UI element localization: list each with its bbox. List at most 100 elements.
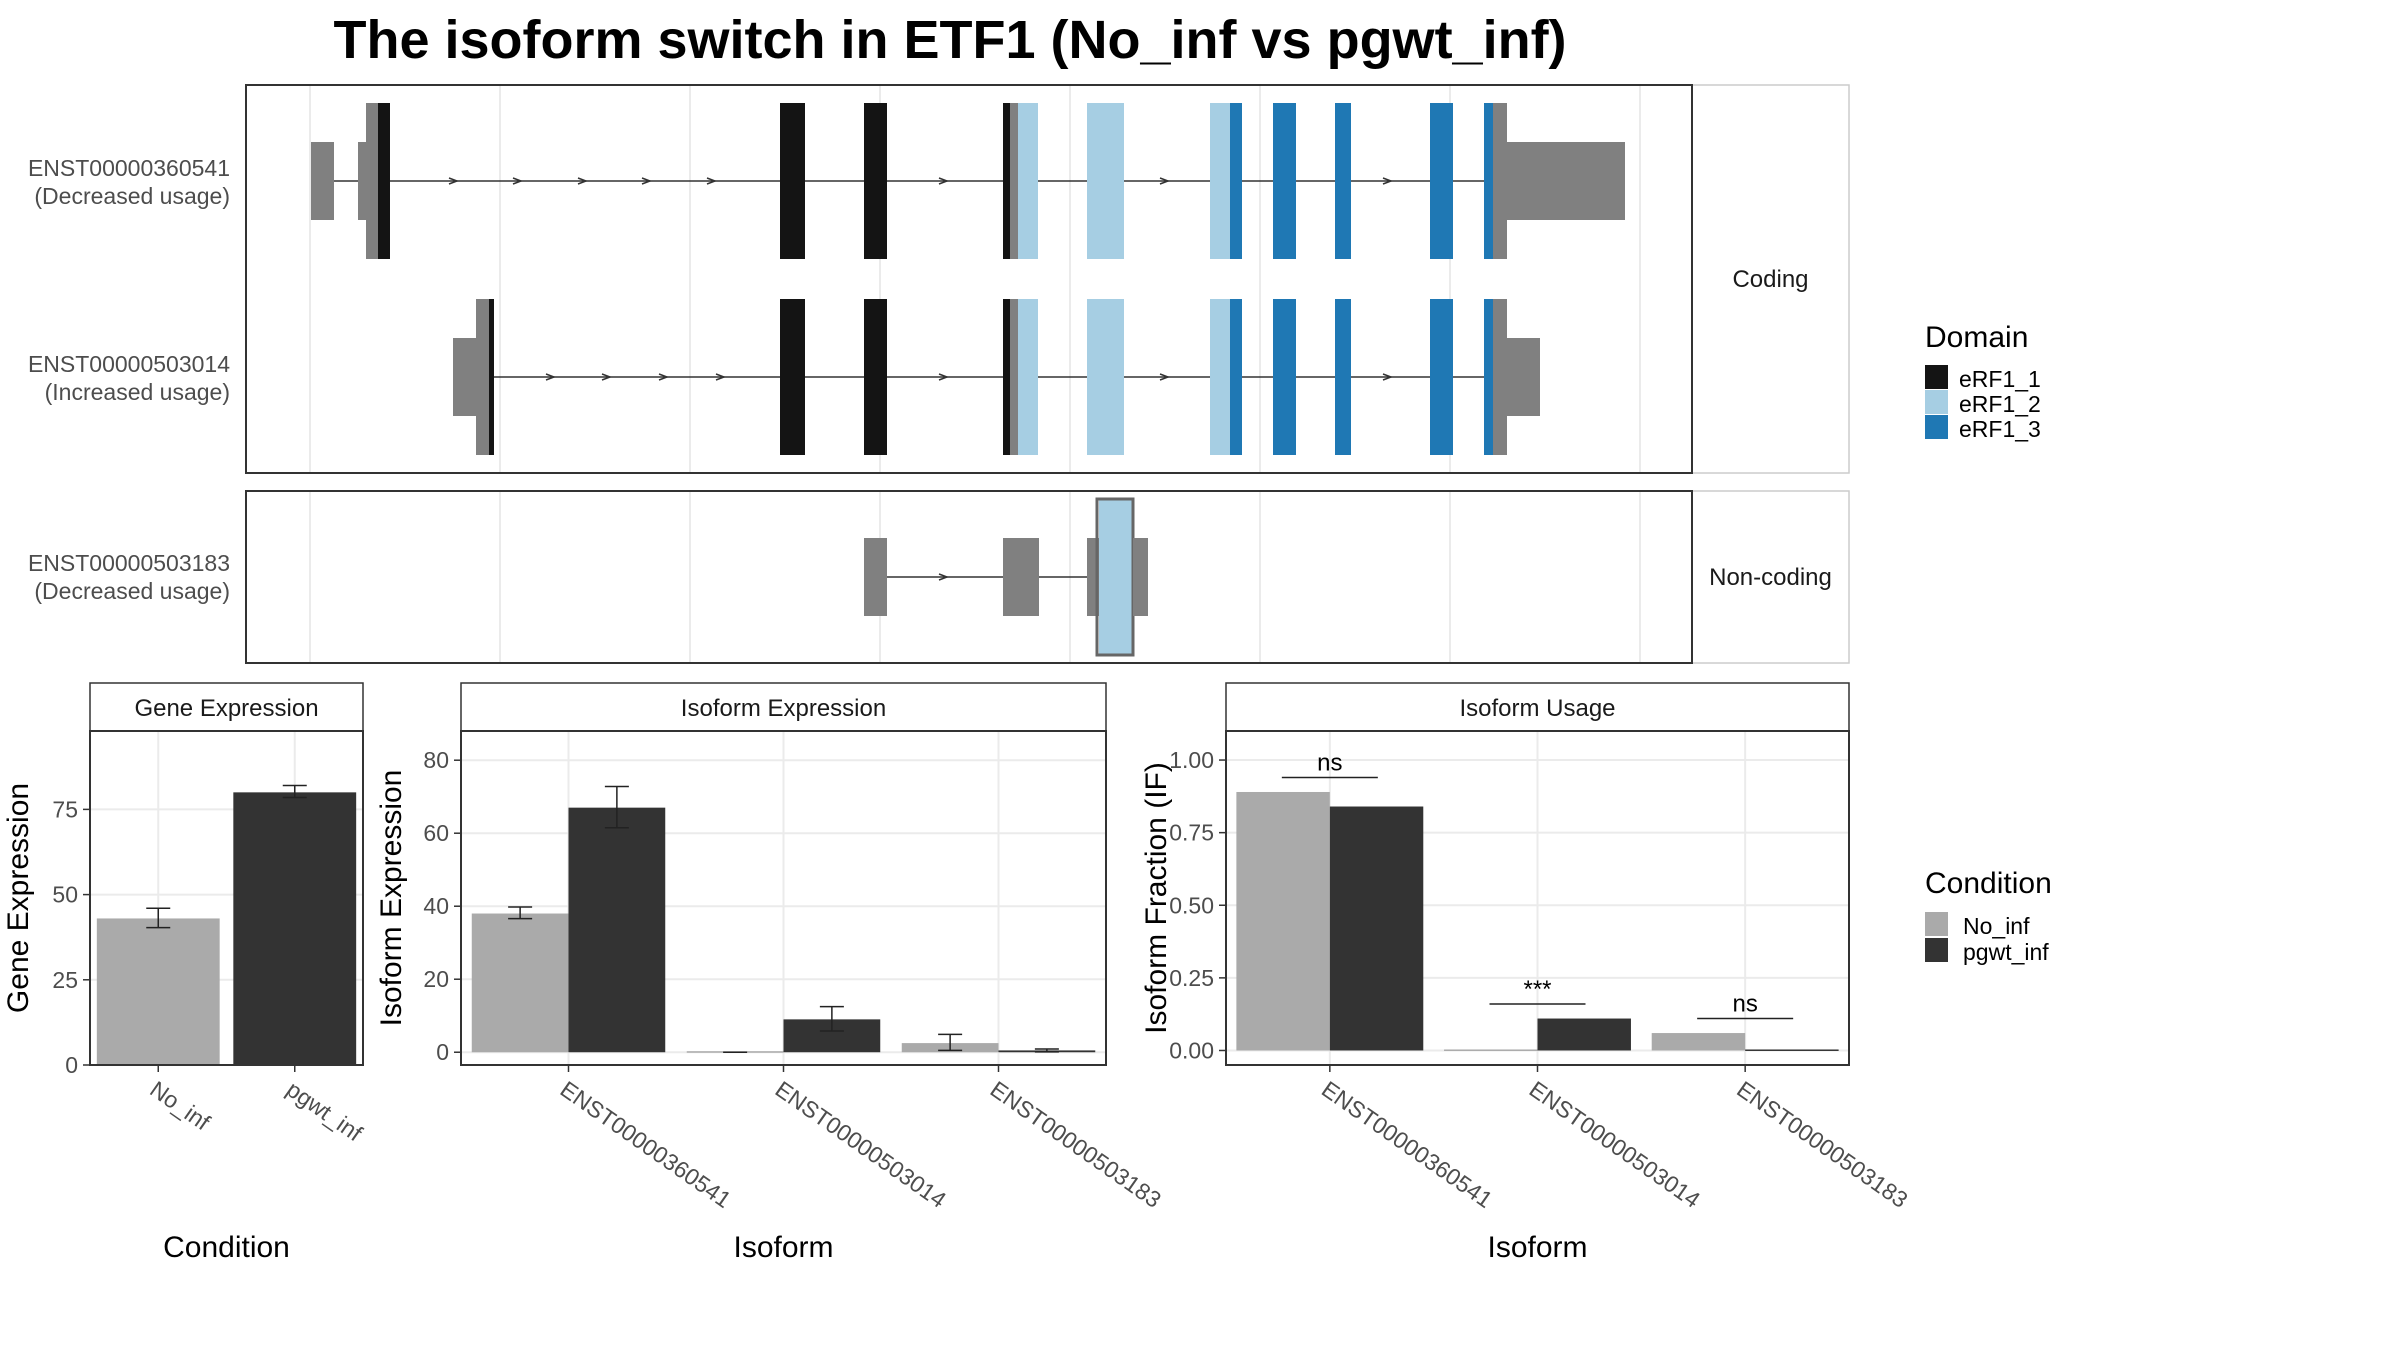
bar-panel-isoform-usage: Isoform Usage 0.00 0.25 0.50 0.75 1.00 ns *** ns… — [1140, 682, 1913, 1264]
bar-pgwt_inf — [233, 792, 357, 1065]
error-bar — [146, 907, 171, 929]
isoform-structure-panels: CodingNon-codingENST00000360541(Decrease… — [28, 84, 1850, 664]
y-tick-label: 40 — [423, 893, 449, 919]
domain-exon-eRF1_1 — [489, 299, 494, 455]
error-bar — [1034, 1048, 1059, 1053]
panel-strip-label: Isoform Usage — [1459, 695, 1615, 722]
intron-direction-arrow — [1159, 177, 1171, 185]
domain-exon-eRF1_2 — [1087, 103, 1124, 259]
utr-exon — [476, 299, 490, 455]
domain-exon-eRF1_1 — [378, 103, 390, 259]
domain-exon-eRF1_1 — [780, 103, 805, 259]
intron-direction-arrow — [938, 573, 950, 581]
domain-exon-eRF1_3 — [1430, 103, 1453, 259]
x-tick-label: ENST00000360541 — [1317, 1076, 1497, 1213]
y-tick-label: 0.00 — [1169, 1037, 1214, 1063]
domain-exon-eRF1_1 — [864, 299, 887, 455]
utr-exon — [1507, 142, 1625, 220]
y-tick-label: 0 — [65, 1052, 78, 1078]
x-tick-label: ENST00000360541 — [556, 1076, 736, 1213]
intron-direction-arrow — [1382, 373, 1394, 381]
intron-direction-arrow — [641, 177, 653, 185]
domain-exon-eRF1_1 — [780, 299, 805, 455]
legend-label-erf1-2: eRF1_2 — [1959, 391, 2041, 417]
domain-exon-eRF1_3 — [1430, 299, 1453, 455]
isoform-id-label: ENST00000360541 — [28, 155, 230, 181]
significance-label: *** — [1523, 976, 1551, 1003]
y-tick-label: 75 — [52, 796, 78, 822]
utr-exon — [366, 103, 378, 259]
y-tick-label: 25 — [52, 967, 78, 993]
intron-direction-arrow — [601, 373, 613, 381]
utr-exon — [311, 142, 334, 220]
legend-label-erf1-3: eRF1_3 — [1959, 416, 2041, 442]
intron-direction-arrow — [938, 373, 950, 381]
intron-direction-arrow — [715, 373, 727, 381]
figure-title: The isoform switch in ETF1 (No_inf vs pg… — [333, 10, 1566, 70]
isoform-track-ENST00000503183: ENST00000503183(Decreased usage) — [28, 497, 1148, 657]
intron-direction-arrow — [658, 373, 670, 381]
bar-pgwt_inf-ENST00000503014 — [1537, 1018, 1631, 1051]
isoform-track-ENST00000503014: ENST00000503014(Increased usage) — [28, 299, 1540, 455]
panel-strip — [1691, 84, 1850, 474]
x-tick-label: ENST00000503183 — [1732, 1076, 1912, 1213]
panel-strip-label: Gene Expression — [134, 695, 318, 722]
domain-exon-utr — [1010, 299, 1018, 455]
y-tick-label: 60 — [423, 820, 449, 846]
domain-exon-eRF1_2 — [1210, 299, 1230, 455]
y-tick-label: 1.00 — [1169, 747, 1214, 773]
x-axis-title: Isoform — [733, 1231, 833, 1264]
structure-panel-noncoding: Non-coding — [246, 490, 1850, 664]
panel-strip-label: Non-coding — [1709, 564, 1832, 591]
x-tick-label: ENST00000503014 — [771, 1076, 952, 1213]
y-tick-label: 0.25 — [1169, 965, 1214, 991]
intron-direction-arrow — [1382, 177, 1394, 185]
domain-exon-eRF1_2 — [1018, 299, 1038, 455]
utr-exon — [1507, 338, 1540, 416]
bar-pgwt_inf-ENST00000360541 — [1329, 806, 1424, 1051]
utr-exon — [358, 142, 366, 220]
error-bar — [819, 1005, 844, 1032]
error-bar — [508, 906, 533, 920]
condition-legend-title: Condition — [1925, 867, 2052, 900]
panel-strip — [1691, 490, 1850, 664]
panel-frame — [245, 84, 1693, 474]
utr-exon — [1133, 538, 1148, 616]
domain-exon-eRF1_3 — [1484, 299, 1493, 455]
significance-label: ns — [1732, 991, 1757, 1018]
isoform-usage-label: (Decreased usage) — [34, 578, 230, 604]
isoform-usage-label: (Decreased usage) — [34, 183, 230, 209]
utr-exon — [1493, 299, 1507, 455]
error-bar — [604, 785, 629, 829]
domain-exon-eRF1_2 — [1087, 299, 1124, 455]
x-tick-label: ENST00000503014 — [1525, 1076, 1706, 1213]
y-tick-label: 0 — [436, 1039, 449, 1065]
bar-No_inf-ENST00000503014 — [1444, 1049, 1538, 1051]
bar-panel-isoform-expression: Isoform Expression 0 20 40 60 80 ENST000003605… — [375, 682, 1166, 1264]
domain-exon-eRF1_1 — [1003, 103, 1011, 259]
intron-direction-arrow — [1159, 373, 1171, 381]
domain-legend-title: Domain — [1925, 321, 2028, 354]
legend-swatch-no-inf — [1925, 912, 1948, 936]
legend-swatch-pgwt-inf — [1925, 938, 1948, 962]
intron-direction-arrow — [545, 373, 557, 381]
y-tick-label: 0.75 — [1169, 820, 1214, 846]
bar-No_inf-ENST00000503183 — [1651, 1033, 1746, 1051]
utr-exon — [1493, 103, 1507, 259]
panel-strip — [1225, 682, 1850, 732]
panel-strip-label: Coding — [1732, 266, 1808, 293]
panel-strip-label: Isoform Expression — [681, 695, 886, 722]
isoform-id-label: ENST00000503014 — [28, 351, 230, 377]
domain-exon-eRF1_3 — [1484, 103, 1493, 259]
intron-direction-arrow — [706, 177, 718, 185]
utr-exon — [1003, 538, 1039, 616]
y-tick-label: 50 — [52, 882, 78, 908]
legend-label-erf1-1: eRF1_1 — [1959, 366, 2041, 392]
domain-exon-eRF1_3 — [1273, 299, 1296, 455]
intron-direction-arrow — [448, 177, 460, 185]
error-bar — [938, 1033, 963, 1052]
legend-swatch-erf1-2 — [1925, 390, 1948, 414]
intron-direction-arrow — [938, 177, 950, 185]
significance-label: ns — [1317, 749, 1342, 776]
bar-panel-gene-expression: Gene Expression 0 25 50 75 No_inf pgwt_inf Cond… — [2, 682, 367, 1264]
